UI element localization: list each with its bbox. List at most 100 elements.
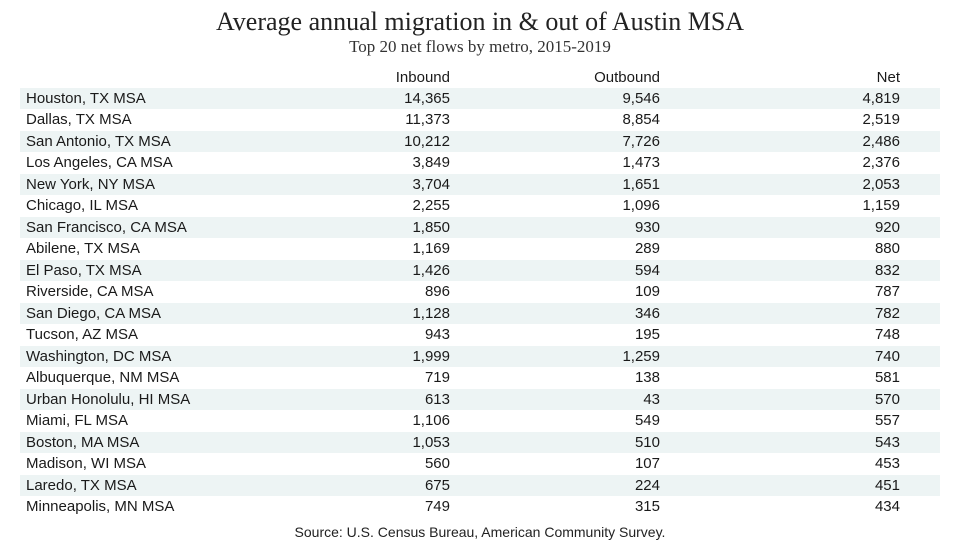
cell-inbound: 613 [300,389,510,411]
cell-metro: New York, NY MSA [20,174,300,196]
cell-inbound: 1,106 [300,410,510,432]
cell-net: 557 [720,410,940,432]
table-container: Average annual migration in & out of Aus… [0,0,960,540]
cell-outbound: 195 [510,324,720,346]
cell-inbound: 1,169 [300,238,510,260]
cell-outbound: 8,854 [510,109,720,131]
cell-inbound: 1,999 [300,346,510,368]
cell-metro: Albuquerque, NM MSA [20,367,300,389]
cell-metro: Tucson, AZ MSA [20,324,300,346]
cell-outbound: 315 [510,496,720,518]
cell-metro: Miami, FL MSA [20,410,300,432]
cell-net: 920 [720,217,940,239]
cell-inbound: 749 [300,496,510,518]
cell-inbound: 1,850 [300,217,510,239]
cell-inbound: 14,365 [300,88,510,110]
cell-metro: Los Angeles, CA MSA [20,152,300,174]
source-line: Source: U.S. Census Bureau, American Com… [20,524,940,540]
table-row: Dallas, TX MSA11,3738,8542,519 [20,109,940,131]
cell-net: 2,053 [720,174,940,196]
cell-inbound: 560 [300,453,510,475]
cell-metro: Laredo, TX MSA [20,475,300,497]
cell-outbound: 1,651 [510,174,720,196]
cell-net: 581 [720,367,940,389]
cell-metro: Abilene, TX MSA [20,238,300,260]
cell-net: 4,819 [720,88,940,110]
table-row: Abilene, TX MSA1,169289880 [20,238,940,260]
cell-net: 832 [720,260,940,282]
table-row: Chicago, IL MSA2,2551,0961,159 [20,195,940,217]
cell-outbound: 9,546 [510,88,720,110]
cell-metro: El Paso, TX MSA [20,260,300,282]
table-row: Boston, MA MSA1,053510543 [20,432,940,454]
cell-inbound: 1,053 [300,432,510,454]
table-row: Albuquerque, NM MSA719138581 [20,367,940,389]
cell-outbound: 289 [510,238,720,260]
table-row: San Antonio, TX MSA10,2127,7262,486 [20,131,940,153]
table-row: Miami, FL MSA1,106549557 [20,410,940,432]
cell-net: 2,486 [720,131,940,153]
table-row: Houston, TX MSA14,3659,5464,819 [20,88,940,110]
cell-inbound: 943 [300,324,510,346]
column-headers: Inbound Outbound Net [20,67,940,88]
cell-net: 453 [720,453,940,475]
cell-outbound: 346 [510,303,720,325]
cell-metro: Madison, WI MSA [20,453,300,475]
table-row: Washington, DC MSA1,9991,259740 [20,346,940,368]
table-row: San Francisco, CA MSA1,850930920 [20,217,940,239]
cell-net: 2,376 [720,152,940,174]
cell-net: 434 [720,496,940,518]
table-row: San Diego, CA MSA1,128346782 [20,303,940,325]
cell-inbound: 1,128 [300,303,510,325]
cell-inbound: 3,704 [300,174,510,196]
table-row: Los Angeles, CA MSA3,8491,4732,376 [20,152,940,174]
cell-metro: Washington, DC MSA [20,346,300,368]
table-body: Houston, TX MSA14,3659,5464,819Dallas, T… [20,88,940,518]
cell-outbound: 109 [510,281,720,303]
cell-net: 740 [720,346,940,368]
cell-inbound: 3,849 [300,152,510,174]
table-row: New York, NY MSA3,7041,6512,053 [20,174,940,196]
table-row: Minneapolis, MN MSA749315434 [20,496,940,518]
cell-net: 2,519 [720,109,940,131]
cell-net: 782 [720,303,940,325]
cell-net: 570 [720,389,940,411]
cell-net: 451 [720,475,940,497]
cell-inbound: 2,255 [300,195,510,217]
cell-outbound: 1,473 [510,152,720,174]
header-inbound: Inbound [300,69,510,86]
cell-outbound: 224 [510,475,720,497]
cell-outbound: 1,096 [510,195,720,217]
page-title: Average annual migration in & out of Aus… [20,8,940,37]
cell-metro: Minneapolis, MN MSA [20,496,300,518]
cell-inbound: 11,373 [300,109,510,131]
table-row: El Paso, TX MSA1,426594832 [20,260,940,282]
header-metro [20,69,300,86]
cell-metro: San Francisco, CA MSA [20,217,300,239]
cell-inbound: 1,426 [300,260,510,282]
cell-metro: Dallas, TX MSA [20,109,300,131]
cell-outbound: 43 [510,389,720,411]
cell-outbound: 549 [510,410,720,432]
cell-inbound: 719 [300,367,510,389]
page-subtitle: Top 20 net flows by metro, 2015-2019 [20,37,940,57]
cell-net: 543 [720,432,940,454]
cell-inbound: 675 [300,475,510,497]
cell-outbound: 138 [510,367,720,389]
cell-outbound: 1,259 [510,346,720,368]
table-row: Tucson, AZ MSA943195748 [20,324,940,346]
cell-outbound: 7,726 [510,131,720,153]
table-row: Madison, WI MSA560107453 [20,453,940,475]
cell-inbound: 10,212 [300,131,510,153]
cell-outbound: 930 [510,217,720,239]
cell-metro: Houston, TX MSA [20,88,300,110]
cell-net: 787 [720,281,940,303]
cell-net: 880 [720,238,940,260]
cell-outbound: 107 [510,453,720,475]
cell-metro: Chicago, IL MSA [20,195,300,217]
cell-outbound: 510 [510,432,720,454]
cell-metro: San Diego, CA MSA [20,303,300,325]
table-row: Laredo, TX MSA675224451 [20,475,940,497]
header-outbound: Outbound [510,69,720,86]
table-row: Riverside, CA MSA896109787 [20,281,940,303]
